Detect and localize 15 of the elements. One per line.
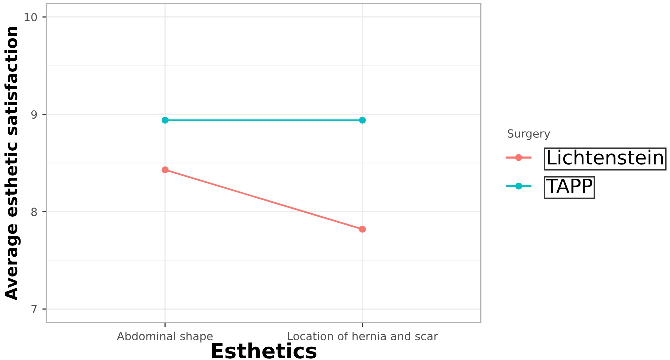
point: [162, 166, 169, 174]
legend-title: Surgery: [508, 130, 550, 140]
point: [162, 116, 169, 124]
point: [359, 226, 366, 233]
y-tick-label: 9: [32, 110, 38, 119]
x-tick-label: Location of hernia and scar: [288, 332, 438, 341]
y-axis-title: Average esthetic satisfaction: [4, 27, 21, 301]
y-tick-label: 10: [24, 13, 38, 22]
point: [359, 116, 366, 124]
legend-label: Lichtenstein: [548, 150, 664, 165]
x-tick-label: Abdominal shape: [117, 332, 213, 343]
x-axis-title: Esthetics: [212, 342, 317, 359]
y-tick-label: 8: [32, 208, 38, 216]
y-tick-label: 7: [32, 305, 37, 314]
legend-label: TAPP: [546, 178, 593, 194]
